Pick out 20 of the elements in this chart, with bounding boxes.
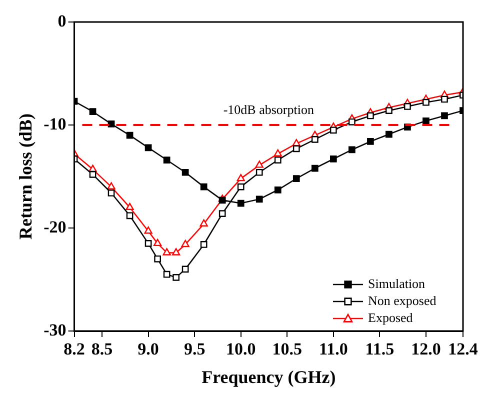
x-tick-label: 10.0 (226, 340, 256, 359)
x-tick-label: 12.0 (411, 340, 441, 359)
y-tick-label: -20 (44, 217, 66, 236)
y-tick-label: -30 (44, 320, 66, 340)
x-tick-label: 9.5 (184, 340, 206, 359)
x-tick-label: 11.0 (319, 340, 348, 359)
x-tick-label: 9.0 (138, 340, 159, 359)
x-tick-label: 12.4 (448, 340, 478, 359)
ref-line-label: -10dB absorption (223, 102, 314, 117)
legend-label: Simulation (368, 276, 426, 291)
x-tick-label: 11.5 (365, 340, 394, 359)
y-axis-title: Return loss (dB) (15, 113, 36, 240)
legend-label: Non exposed (368, 292, 437, 308)
y-tick-label: 0 (58, 11, 66, 30)
x-axis-title: Frequency (GHz) (202, 366, 336, 387)
x-tick-label: 10.5 (272, 340, 302, 359)
x-tick-label: 8.5 (91, 340, 113, 359)
legend-label: Exposed (368, 310, 414, 325)
y-tick-label: -10 (44, 114, 66, 134)
x-tick-label: 8.2 (64, 340, 85, 359)
